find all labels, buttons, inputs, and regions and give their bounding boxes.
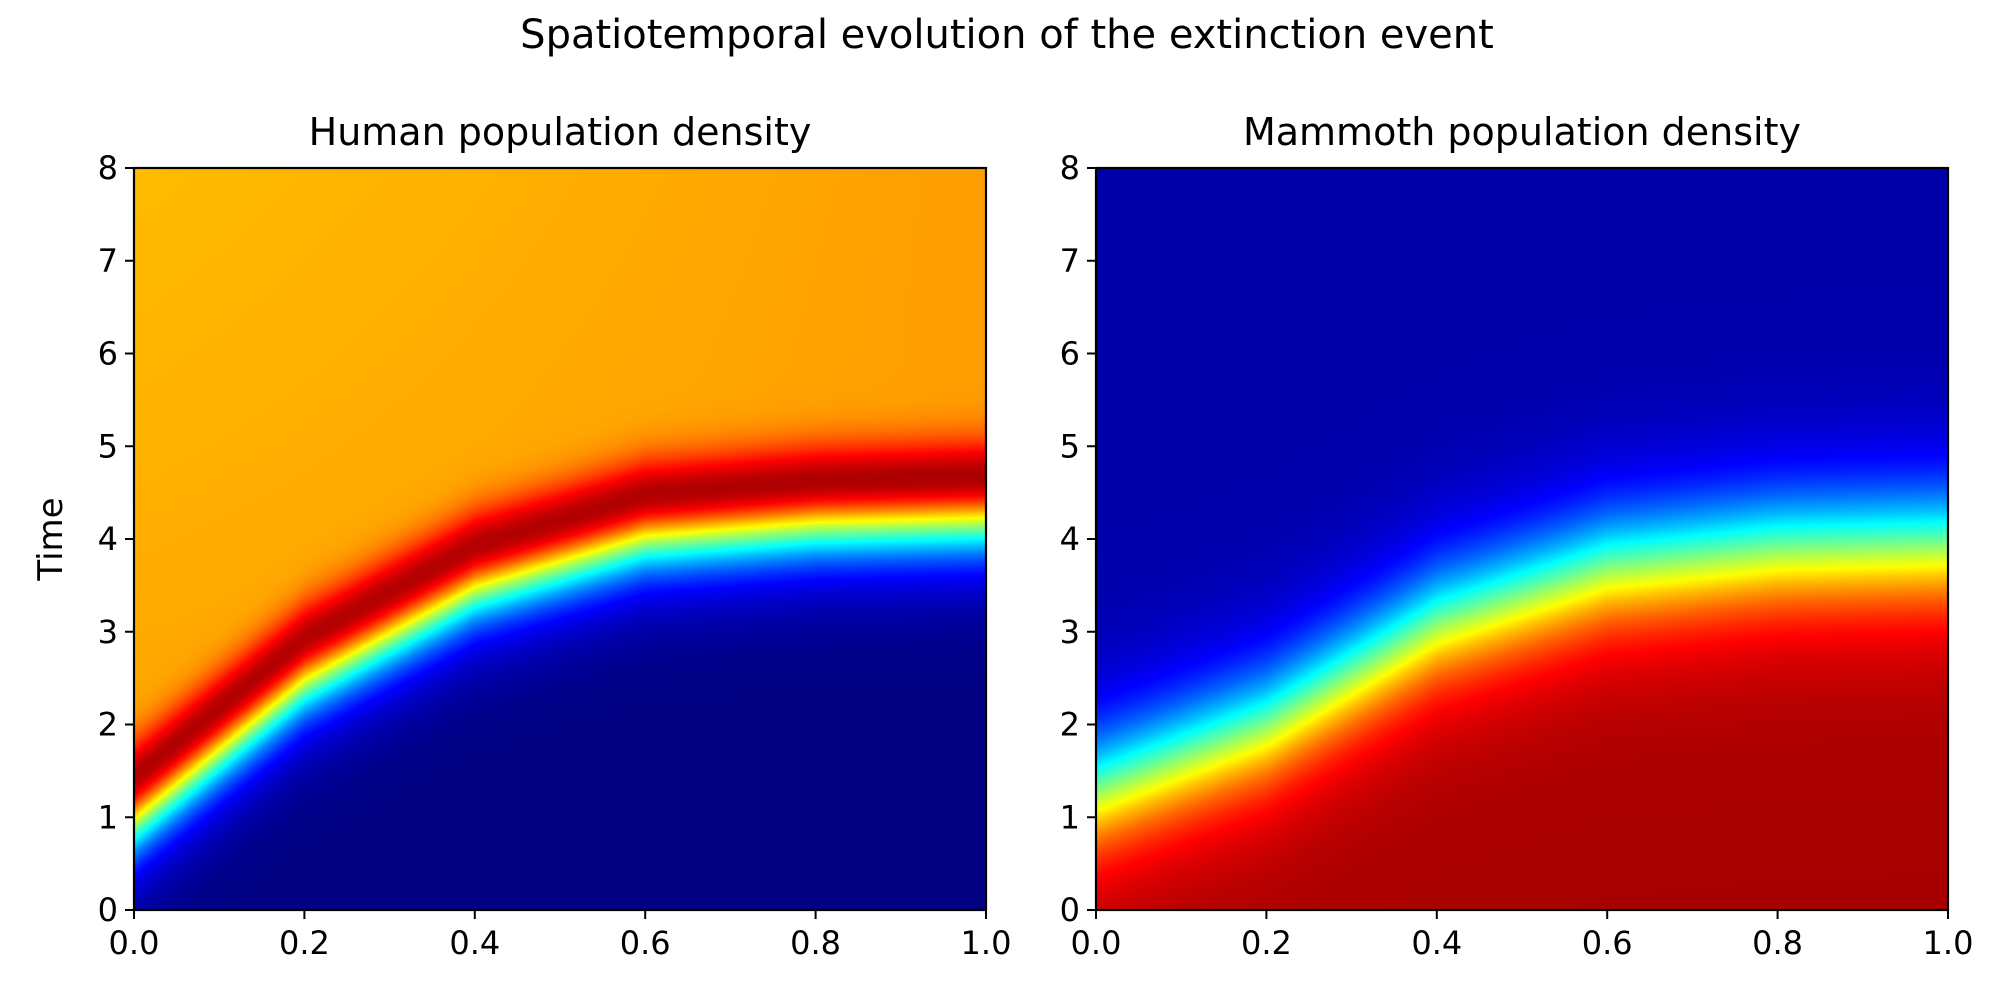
x-tick-label: 0.8 (1752, 924, 1803, 962)
heatmap-canvas-human (134, 168, 986, 910)
x-tick-label: 1.0 (961, 924, 1012, 962)
x-tick-label: 1.0 (1923, 924, 1974, 962)
figure-suptitle: Spatiotemporal evolution of the extincti… (520, 12, 1494, 58)
y-tick-label: 2 (1060, 706, 1080, 744)
x-tick-label: 0.8 (790, 924, 841, 962)
y-tick-label: 0 (1060, 891, 1080, 929)
y-tick-label: 6 (1060, 335, 1080, 373)
y-axis-mammoth: 0 1 2 3 4 5 6 7 8 (1060, 149, 1096, 929)
y-axis-label-human: Time (31, 497, 71, 581)
x-tick-label: 0.6 (1582, 924, 1633, 962)
x-tick-label: 0.2 (1241, 924, 1292, 962)
y-tick-label: 3 (98, 613, 118, 651)
y-tick-label: 1 (98, 798, 118, 836)
x-tick-label: 0.6 (620, 924, 671, 962)
x-tick-label: 0.4 (1411, 924, 1462, 962)
heatmap-mammoth (1096, 168, 1948, 910)
y-tick-label: 4 (1060, 520, 1080, 558)
panel-title-human: Human population density (309, 110, 812, 154)
y-tick-label: 7 (98, 242, 118, 280)
y-tick-label: 2 (98, 706, 118, 744)
heatmap-canvas-mammoth (1096, 168, 1948, 910)
y-tick-label: 8 (1060, 149, 1080, 187)
x-axis-human: 0.0 0.2 0.4 0.6 0.8 1.0 (109, 910, 1012, 962)
y-tick-label: 1 (1060, 798, 1080, 836)
y-tick-label: 8 (98, 149, 118, 187)
y-tick-label: 7 (1060, 242, 1080, 280)
y-tick-label: 5 (1060, 427, 1080, 465)
x-tick-label: 0.2 (279, 924, 330, 962)
y-axis-human: 0 1 2 3 4 5 6 7 8 (98, 149, 134, 929)
x-tick-label: 0.0 (1071, 924, 1122, 962)
x-tick-label: 0.4 (449, 924, 500, 962)
x-axis-mammoth: 0.0 0.2 0.4 0.6 0.8 1.0 (1071, 910, 1974, 962)
y-tick-label: 3 (1060, 613, 1080, 651)
panel-human: Human population density 0.0 0.2 0.4 0.6 0.8… (31, 110, 1011, 962)
y-tick-label: 5 (98, 427, 118, 465)
panel-title-mammoth: Mammoth population density (1243, 110, 1801, 154)
y-tick-label: 0 (98, 891, 118, 929)
y-tick-label: 6 (98, 335, 118, 373)
panel-mammoth: Mammoth population density 0.0 0.2 0.4 0.6 0… (1060, 110, 1974, 962)
x-tick-label: 0.0 (109, 924, 160, 962)
y-tick-label: 4 (98, 520, 118, 558)
heatmap-human (134, 168, 986, 910)
